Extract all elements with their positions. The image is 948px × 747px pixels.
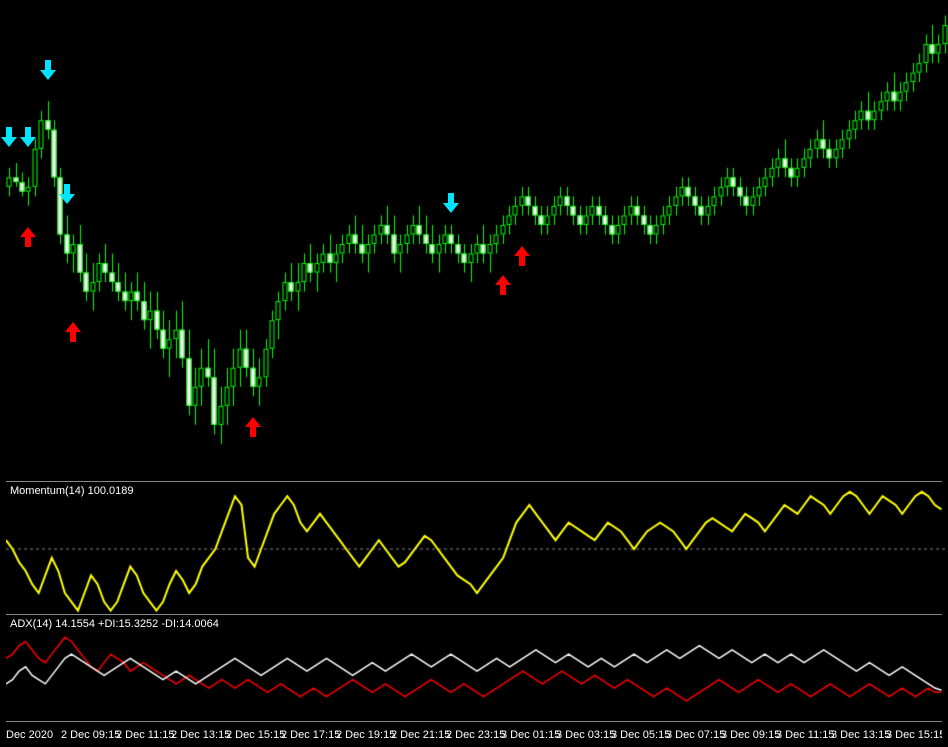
time-axis-label: 3 Dec 13:15 <box>831 729 886 741</box>
time-axis-label: 3 Dec 15:15 <box>886 729 941 741</box>
momentum-panel[interactable]: Momentum(14) 100.0189 <box>6 483 942 615</box>
time-axis-label: Dec 2020 <box>6 729 61 741</box>
time-axis-label: 2 Dec 17:15 <box>281 729 336 741</box>
time-axis-label: 2 Dec 13:15 <box>171 729 226 741</box>
time-axis-label: 3 Dec 09:15 <box>721 729 776 741</box>
time-axis-label: 2 Dec 15:15 <box>226 729 281 741</box>
candlestick-chart[interactable] <box>6 6 948 482</box>
time-axis-label: 3 Dec 05:15 <box>611 729 666 741</box>
time-axis-label: 2 Dec 11:15 <box>116 729 171 741</box>
time-axis-label: 2 Dec 09:15 <box>61 729 116 741</box>
adx-chart[interactable] <box>6 616 948 722</box>
price-chart-panel[interactable] <box>6 6 942 482</box>
momentum-chart[interactable] <box>6 483 948 615</box>
chart-frame: Momentum(14) 100.0189 ADX(14) 14.1554 +D… <box>0 0 948 747</box>
time-axis-label: 3 Dec 01:15 <box>501 729 556 741</box>
time-axis-label: 3 Dec 07:15 <box>666 729 721 741</box>
time-axis-label: 3 D <box>941 729 942 741</box>
time-axis-label: 3 Dec 11:15 <box>776 729 831 741</box>
time-axis-label: 2 Dec 21:15 <box>391 729 446 741</box>
time-axis-label: 2 Dec 19:15 <box>336 729 391 741</box>
time-axis-label: 2 Dec 23:15 <box>446 729 501 741</box>
time-axis: Dec 20202 Dec 09:152 Dec 11:152 Dec 13:1… <box>6 723 942 747</box>
time-axis-label: 3 Dec 03:15 <box>556 729 611 741</box>
adx-panel[interactable]: ADX(14) 14.1554 +DI:15.3252 -DI:14.0064 <box>6 616 942 722</box>
